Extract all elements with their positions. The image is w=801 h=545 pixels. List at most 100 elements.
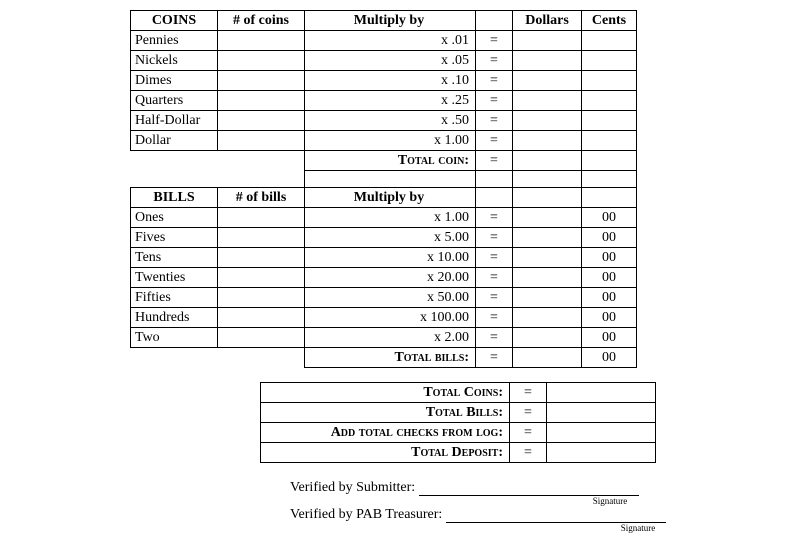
- coins-header-mult: Multiply by: [305, 11, 476, 31]
- dollars-cell[interactable]: [513, 328, 582, 348]
- bill-count-cell[interactable]: [218, 328, 305, 348]
- summary-label: Total Bills:: [261, 403, 510, 423]
- table-row: Hundreds x 100.00 = 00: [131, 308, 637, 328]
- coin-mult: x .10: [305, 71, 476, 91]
- bill-mult: x 10.00: [305, 248, 476, 268]
- table-row: Tens x 10.00 = 00: [131, 248, 637, 268]
- equals-cell: =: [476, 91, 513, 111]
- bills-header-label: BILLS: [131, 188, 218, 208]
- dollars-cell[interactable]: [513, 51, 582, 71]
- coin-mult: x .25: [305, 91, 476, 111]
- coin-count-cell[interactable]: [218, 51, 305, 71]
- dollars-cell[interactable]: [513, 308, 582, 328]
- bill-mult: x 100.00: [305, 308, 476, 328]
- bill-mult: x 1.00: [305, 208, 476, 228]
- summary-value[interactable]: [547, 423, 656, 443]
- coin-count-cell[interactable]: [218, 91, 305, 111]
- bill-count-cell[interactable]: [218, 268, 305, 288]
- equals-cell: =: [476, 71, 513, 91]
- summary-label: Total Coins:: [261, 383, 510, 403]
- cents-cell[interactable]: [582, 131, 637, 151]
- summary-row: Add total checks from log: =: [261, 423, 656, 443]
- equals-cell: =: [476, 268, 513, 288]
- table-row: Fifties x 50.00 = 00: [131, 288, 637, 308]
- equals-cell: =: [510, 383, 547, 403]
- equals-cell: =: [476, 248, 513, 268]
- table-row: Ones x 1.00 = 00: [131, 208, 637, 228]
- dollars-cell[interactable]: [513, 248, 582, 268]
- coin-count-cell[interactable]: [218, 31, 305, 51]
- bill-count-cell[interactable]: [218, 248, 305, 268]
- treasurer-signature-row: Verified by PAB Treasurer:: [290, 506, 801, 523]
- dollars-cell[interactable]: [513, 348, 582, 368]
- total-coin-row: Total coin: =: [131, 151, 637, 171]
- coin-count-cell[interactable]: [218, 131, 305, 151]
- coin-label: Nickels: [131, 51, 218, 71]
- bill-mult: x 50.00: [305, 288, 476, 308]
- table-row: Twenties x 20.00 = 00: [131, 268, 637, 288]
- coin-count-cell[interactable]: [218, 111, 305, 131]
- table-row: Two x 2.00 = 00: [131, 328, 637, 348]
- dollars-cell[interactable]: [513, 131, 582, 151]
- cents-cell: 00: [582, 248, 637, 268]
- dollars-cell[interactable]: [513, 288, 582, 308]
- cents-cell[interactable]: [582, 71, 637, 91]
- bill-mult: x 20.00: [305, 268, 476, 288]
- equals-cell: =: [510, 443, 547, 463]
- cents-cell[interactable]: [582, 111, 637, 131]
- summary-label: Total Deposit:: [261, 443, 510, 463]
- table-row: Dimes x .10 =: [131, 71, 637, 91]
- cents-cell[interactable]: [582, 151, 637, 171]
- coin-mult: x .50: [305, 111, 476, 131]
- cents-cell: 00: [582, 288, 637, 308]
- bill-mult: x 2.00: [305, 328, 476, 348]
- bill-count-cell[interactable]: [218, 308, 305, 328]
- dollars-cell[interactable]: [513, 31, 582, 51]
- summary-label: Add total checks from log:: [261, 423, 510, 443]
- coins-header-eq: [476, 11, 513, 31]
- deposit-table: COINS # of coins Multiply by Dollars Cen…: [130, 10, 637, 368]
- table-row: Quarters x .25 =: [131, 91, 637, 111]
- summary-row: Total Bills: =: [261, 403, 656, 423]
- dollars-cell[interactable]: [513, 228, 582, 248]
- cents-cell[interactable]: [582, 51, 637, 71]
- coin-label: Dimes: [131, 71, 218, 91]
- coin-count-cell[interactable]: [218, 71, 305, 91]
- bill-mult: x 5.00: [305, 228, 476, 248]
- equals-cell: =: [476, 131, 513, 151]
- cents-cell[interactable]: [582, 91, 637, 111]
- bill-label: Fifties: [131, 288, 218, 308]
- bill-count-cell[interactable]: [218, 228, 305, 248]
- dollars-cell[interactable]: [513, 111, 582, 131]
- coin-label: Dollar: [131, 131, 218, 151]
- bill-label: Hundreds: [131, 308, 218, 328]
- coin-label: Quarters: [131, 91, 218, 111]
- dollars-cell[interactable]: [513, 208, 582, 228]
- summary-value[interactable]: [547, 403, 656, 423]
- coin-label: Half-Dollar: [131, 111, 218, 131]
- coins-header-dollars: Dollars: [513, 11, 582, 31]
- equals-cell: =: [510, 423, 547, 443]
- dollars-cell[interactable]: [513, 71, 582, 91]
- treasurer-signature-line[interactable]: [446, 506, 666, 523]
- cents-cell[interactable]: [582, 31, 637, 51]
- summary-value[interactable]: [547, 383, 656, 403]
- submitter-signature-line[interactable]: [419, 479, 639, 496]
- dollars-cell[interactable]: [513, 91, 582, 111]
- dollars-cell[interactable]: [513, 268, 582, 288]
- spacer-row: [131, 171, 637, 188]
- dollars-cell[interactable]: [513, 151, 582, 171]
- total-bills-label: Total bills:: [305, 348, 476, 368]
- summary-row: Total Deposit: =: [261, 443, 656, 463]
- treasurer-label: Verified by PAB Treasurer:: [290, 507, 442, 523]
- bill-count-cell[interactable]: [218, 288, 305, 308]
- bills-header-mult: Multiply by: [305, 188, 476, 208]
- table-row: Nickels x .05 =: [131, 51, 637, 71]
- equals-cell: =: [476, 288, 513, 308]
- bill-label: Fives: [131, 228, 218, 248]
- signature-block: Verified by Submitter: Signature Verifie…: [290, 479, 801, 533]
- bill-count-cell[interactable]: [218, 208, 305, 228]
- summary-value[interactable]: [547, 443, 656, 463]
- equals-cell: =: [476, 228, 513, 248]
- bill-label: Ones: [131, 208, 218, 228]
